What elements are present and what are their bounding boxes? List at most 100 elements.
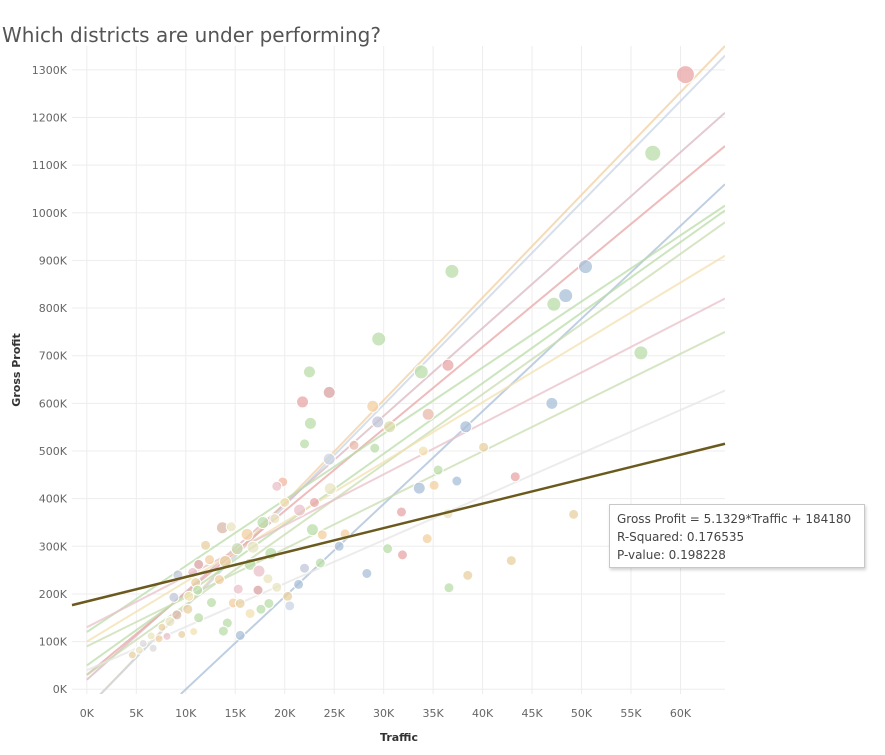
data-point: [395, 506, 407, 518]
data-point: [279, 496, 291, 508]
data-point: [451, 475, 463, 487]
trend-line: [86, 145, 725, 676]
x-axis-title: Traffic: [380, 731, 418, 744]
x-tick-label: 35K: [423, 707, 445, 720]
y-tick-label: 1100K: [32, 159, 68, 172]
trend-p-value: P-value: 0.198228: [617, 548, 726, 562]
data-point: [127, 650, 137, 660]
y-tick-label: 1200K: [32, 111, 68, 124]
trend-r-squared: R-Squared: 0.176535: [617, 530, 745, 544]
data-point: [183, 590, 195, 602]
x-tick-label: 45K: [521, 707, 543, 720]
data-point: [558, 288, 574, 304]
y-tick-label: 700K: [39, 350, 68, 363]
data-point: [192, 584, 204, 596]
data-point: [206, 597, 218, 609]
trend-line: [86, 209, 725, 667]
data-point: [234, 629, 246, 641]
data-point: [148, 643, 158, 653]
y-tick-label: 0K: [53, 683, 68, 696]
data-point: [263, 597, 275, 609]
data-point: [577, 259, 593, 275]
data-point: [505, 555, 517, 567]
main-trend-line: [71, 442, 726, 607]
data-point: [171, 609, 183, 621]
data-point: [432, 464, 444, 476]
data-point: [234, 597, 246, 609]
data-point: [417, 445, 429, 457]
data-point: [366, 399, 380, 413]
data-point: [252, 564, 266, 578]
data-point: [164, 616, 176, 628]
x-tick-label: 60K: [670, 707, 692, 720]
data-point: [225, 521, 237, 533]
data-point: [271, 581, 283, 593]
data-point: [545, 396, 559, 410]
data-point: [675, 65, 695, 85]
data-point: [568, 508, 580, 520]
data-point: [217, 625, 229, 637]
data-point: [303, 416, 317, 430]
data-point: [412, 481, 426, 495]
trend-tooltip: Gross Profit = 5.1329*Traffic + 184180 R…: [609, 504, 865, 568]
data-point: [305, 523, 319, 537]
data-point: [157, 622, 167, 632]
data-point: [546, 296, 562, 312]
data-point: [232, 583, 244, 595]
data-point: [299, 562, 311, 574]
x-tick-label: 40K: [472, 707, 494, 720]
trend-equation: Gross Profit = 5.1329*Traffic + 184180: [617, 512, 852, 526]
main-trend: [71, 442, 726, 607]
data-point: [421, 407, 435, 421]
data-point: [240, 527, 254, 541]
y-tick-label: 800K: [39, 302, 68, 315]
data-point: [189, 627, 199, 637]
x-tick-label: 55K: [620, 707, 642, 720]
data-point: [444, 263, 460, 279]
x-tick-label: 5K: [129, 707, 144, 720]
data-point: [182, 603, 194, 615]
data-point: [230, 542, 244, 556]
data-point: [293, 578, 305, 590]
data-point: [371, 415, 385, 429]
data-point: [478, 441, 490, 453]
data-point: [441, 358, 455, 372]
data-point: [256, 515, 270, 529]
data-point: [204, 554, 216, 566]
data-point: [299, 438, 311, 450]
data-point: [193, 558, 205, 570]
x-tick-label: 30K: [373, 707, 395, 720]
data-point: [134, 645, 144, 655]
data-point: [213, 574, 225, 586]
data-point: [282, 590, 294, 602]
data-point: [316, 529, 328, 541]
x-tick-label: 20K: [274, 707, 296, 720]
data-point: [244, 607, 256, 619]
data-point: [314, 557, 326, 569]
data-point: [396, 549, 408, 561]
y-tick-label: 1300K: [32, 64, 68, 77]
data-point: [252, 584, 264, 596]
data-point: [371, 331, 387, 347]
x-tick-label: 50K: [571, 707, 593, 720]
data-point: [262, 573, 274, 585]
page-title: Which districts are under performing?: [2, 23, 381, 48]
data-point: [413, 364, 429, 380]
x-tick-label: 15K: [225, 707, 247, 720]
grid-layer: [72, 46, 725, 694]
y-tick-label: 400K: [39, 493, 68, 506]
y-tick-label: 1000K: [32, 207, 68, 220]
trend-line: [86, 254, 725, 643]
data-point: [154, 634, 164, 644]
y-tick-label: 900K: [39, 254, 68, 267]
data-point: [443, 582, 455, 594]
y-tick-label: 500K: [39, 445, 68, 458]
data-point: [421, 533, 433, 545]
data-point: [322, 452, 336, 466]
tick-labels: 0K 100K 200K 300K 400K 500K 600K 700K 800K 900K 10…: [32, 64, 692, 720]
data-point: [383, 420, 397, 434]
data-point: [269, 513, 281, 525]
data-point: [193, 612, 205, 624]
trend-line: [86, 204, 725, 633]
